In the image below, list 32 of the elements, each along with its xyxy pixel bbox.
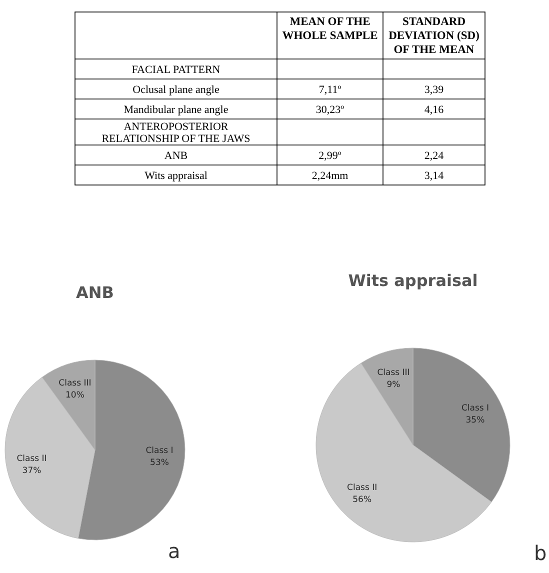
category-label: FACIAL PATTERN bbox=[132, 64, 220, 76]
text: 3,39 bbox=[424, 84, 444, 96]
slice-label: Class III bbox=[377, 368, 410, 378]
category-label: Mandibular plane angle bbox=[124, 104, 228, 116]
slice-label: Class I bbox=[146, 446, 174, 456]
slice-label: Class II bbox=[347, 482, 378, 493]
category-label: MEAN OF THE WHOLE SAMPLE bbox=[282, 16, 378, 42]
text: 30,23º bbox=[316, 104, 344, 116]
data-label: 56% bbox=[352, 494, 372, 505]
text: 3,14 bbox=[424, 170, 444, 182]
data-label: 37% bbox=[22, 466, 42, 476]
slice-label: Class II bbox=[16, 454, 47, 464]
data-label: 9% bbox=[386, 380, 400, 390]
category-label: ANTEROPOSTERIOR RELATIONSHIP OF THE JAWS bbox=[102, 121, 250, 145]
category-label: Oclusal plane angle bbox=[132, 84, 220, 96]
slice-label: Class III bbox=[58, 378, 92, 388]
text: a bbox=[168, 539, 180, 563]
chart-title: Wits appraisal bbox=[348, 271, 478, 290]
text: 7,11º bbox=[318, 84, 342, 96]
text: 4,16 bbox=[424, 104, 444, 116]
category-label: Wits appraisal bbox=[144, 170, 208, 182]
slice-label: Class I bbox=[461, 403, 490, 414]
chart-title: ANB bbox=[76, 283, 114, 302]
text: 2,24 bbox=[424, 150, 444, 162]
text: 2,24mm bbox=[312, 170, 348, 182]
data-label: 35% bbox=[466, 415, 485, 426]
text: b bbox=[534, 541, 547, 565]
data-label: 53% bbox=[150, 458, 169, 468]
text: 2,99º bbox=[318, 150, 342, 162]
category-label: STANDARD DEVIATION (SD) OF THE MEAN bbox=[388, 16, 480, 56]
data-label: 10% bbox=[66, 390, 84, 400]
category-label: ANB bbox=[164, 150, 188, 162]
